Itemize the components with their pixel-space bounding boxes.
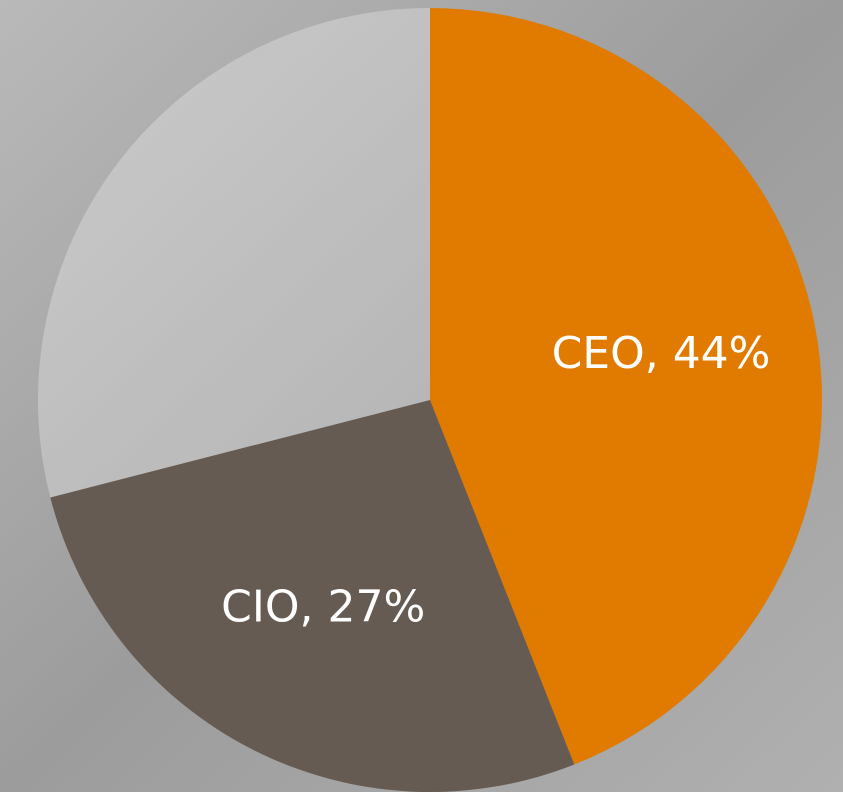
data-label: CEO, 44% [552, 328, 771, 379]
data-label: CIO, 27% [221, 582, 425, 633]
pie-slice [37, 8, 430, 498]
pie-slice [430, 8, 823, 765]
pie-slice [50, 400, 575, 792]
